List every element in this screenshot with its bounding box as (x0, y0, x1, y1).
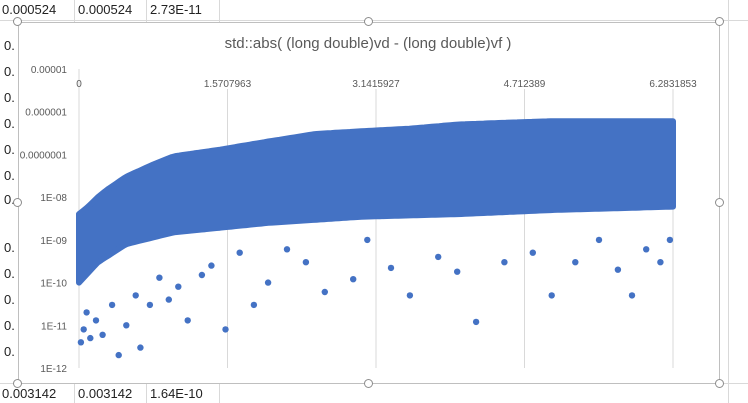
cell-left-fragment[interactable]: 0. (4, 192, 15, 207)
data-point (529, 249, 536, 256)
cell-left-fragment[interactable]: 0. (4, 318, 15, 333)
data-point (236, 249, 243, 256)
cell-left-fragment[interactable]: 0. (4, 90, 15, 105)
data-point (350, 276, 357, 283)
data-point (83, 309, 90, 316)
cell-bottom-a[interactable]: 0.003142 (2, 386, 57, 401)
data-point (595, 236, 603, 244)
dense-band-layer (76, 118, 676, 286)
data-point (321, 288, 328, 296)
data-point (80, 326, 87, 333)
data-point (572, 259, 579, 266)
cell-top-c[interactable]: 2.73E-11 (150, 2, 202, 17)
data-point (175, 283, 182, 290)
cell-left-fragment[interactable]: 0. (4, 38, 15, 53)
resize-handle-bottom[interactable] (364, 379, 373, 388)
point-layer (77, 236, 674, 359)
cell-left-fragment[interactable]: 0. (4, 344, 15, 359)
data-point (264, 279, 272, 286)
resize-handle-top-right[interactable] (715, 17, 724, 26)
data-point (165, 296, 172, 303)
chart-title: std::abs( (long double)vd - (long double… (225, 35, 512, 52)
data-point (501, 259, 508, 266)
column-gridline (728, 0, 729, 403)
data-point (548, 292, 555, 299)
cell-left-fragment[interactable]: 0. (4, 292, 15, 307)
data-point (472, 318, 480, 326)
data-point (614, 266, 622, 273)
cell-left-fragment[interactable]: 0. (4, 116, 15, 131)
y-tick-label: 1E-09 (40, 236, 67, 247)
resize-handle-bottom-right[interactable] (715, 379, 724, 388)
row-gridline (0, 20, 748, 21)
data-point (156, 274, 163, 281)
cell-bottom-c[interactable]: 1.64E-10 (150, 386, 203, 401)
data-point (250, 301, 258, 309)
data-point (99, 331, 106, 338)
data-point (87, 334, 94, 342)
x-tick-label: 1.5707963 (204, 79, 252, 90)
data-point (92, 317, 100, 324)
data-point (406, 292, 414, 299)
data-point (387, 264, 395, 272)
resize-handle-top[interactable] (364, 17, 373, 26)
data-point (108, 301, 116, 309)
y-tick-label: 0.00001 (31, 65, 68, 76)
y-tick-label: 0.000001 (25, 108, 67, 119)
cell-top-a[interactable]: 0.000524 (2, 2, 57, 17)
data-point (137, 344, 144, 351)
cell-top-b[interactable]: 0.000524 (78, 2, 133, 17)
data-point (283, 246, 291, 253)
x-tick-label: 0 (76, 79, 82, 90)
x-tick-label: 4.712389 (504, 79, 546, 90)
data-point (115, 351, 122, 359)
data-point (77, 339, 85, 346)
cell-left-fragment[interactable]: 0. (4, 240, 15, 255)
data-point (146, 301, 154, 309)
data-point (628, 292, 636, 299)
resize-handle-bottom-left[interactable] (13, 379, 22, 388)
cell-left-fragment[interactable]: 0. (4, 64, 15, 79)
y-tick-label: 1E-11 (41, 321, 67, 332)
data-point (302, 259, 310, 266)
y-tick-label: 0.0000001 (20, 150, 68, 161)
data-point (222, 326, 229, 333)
cell-bottom-b[interactable]: 0.003142 (78, 386, 133, 401)
data-point (666, 236, 674, 244)
cell-left-fragment[interactable]: 0. (4, 168, 15, 183)
tick-layer: 0 1.5707963 3.1415927 4.712389 6.2831853 0.00… (20, 65, 697, 375)
y-tick-label: 1E-10 (40, 279, 67, 290)
x-tick-label: 3.1415927 (352, 79, 400, 90)
data-point (123, 322, 130, 329)
cell-left-fragment[interactable]: 0. (4, 266, 15, 281)
dense-point-band (76, 118, 676, 286)
y-tick-label: 1E-12 (40, 364, 67, 375)
x-tick-label: 6.2831853 (649, 79, 697, 90)
resize-handle-left[interactable] (13, 198, 22, 207)
data-point (198, 271, 206, 279)
data-point (435, 253, 442, 261)
resize-handle-top-left[interactable] (13, 17, 22, 26)
data-point (208, 262, 215, 269)
data-point (364, 236, 371, 244)
resize-handle-right[interactable] (715, 198, 724, 207)
y-tick-label: 1E-08 (40, 193, 67, 204)
data-point (132, 292, 139, 299)
cell-left-fragment[interactable]: 0. (4, 142, 15, 157)
data-point (643, 246, 650, 253)
data-point (184, 317, 191, 324)
data-point (454, 268, 461, 275)
data-point (657, 259, 664, 266)
